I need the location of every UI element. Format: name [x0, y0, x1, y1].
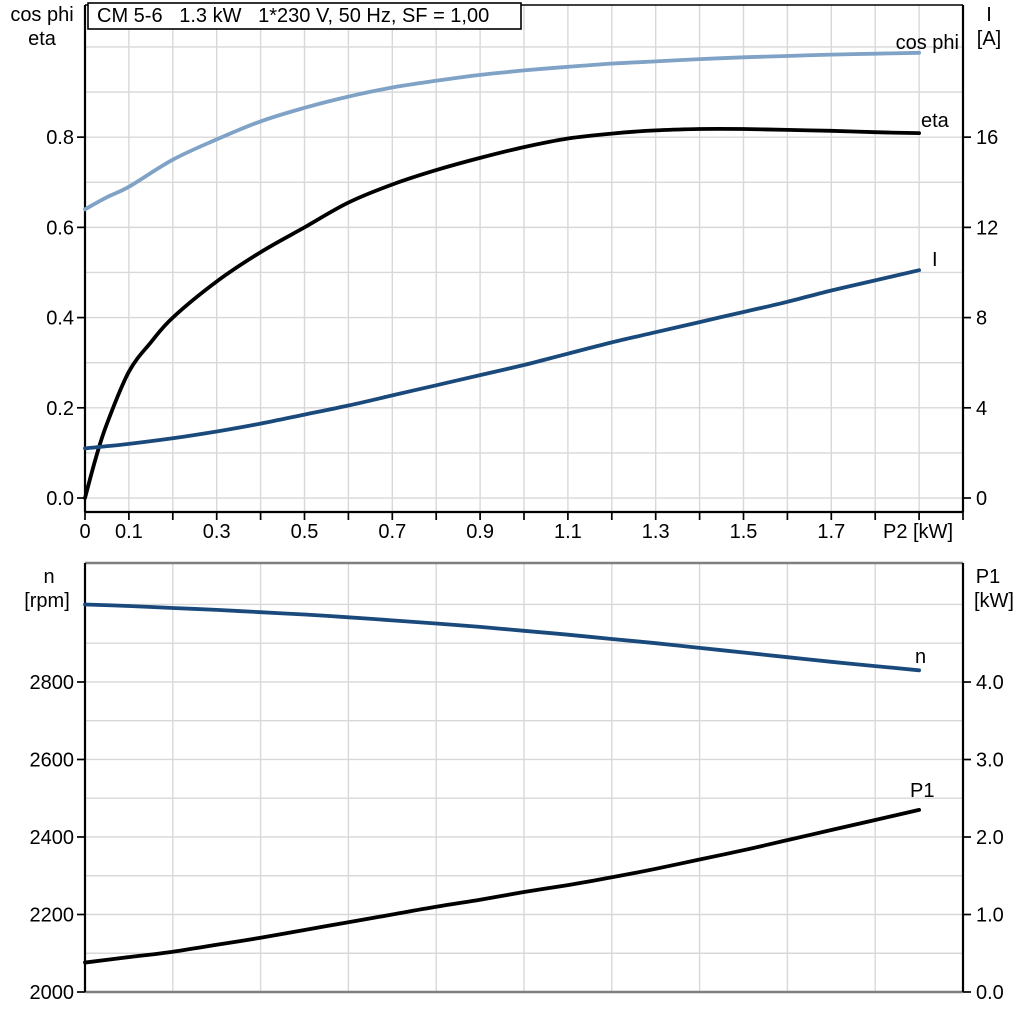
- plot-frame: [83, 561, 965, 994]
- x-tick-label: 0.1: [115, 521, 143, 543]
- x-tick-label: 0.5: [291, 521, 319, 543]
- right-tick-label: 3.0: [976, 750, 1004, 772]
- i-curve: [83, 268, 921, 451]
- chart-title: CM 5-6 1.3 kW 1*230 V, 50 Hz, SF = 1,00: [97, 5, 489, 27]
- right-axis-title: [kW]: [974, 590, 1014, 612]
- right-tick-label: 0: [976, 488, 987, 510]
- right-tick-label: 8: [976, 308, 987, 330]
- n-curve: [83, 602, 921, 673]
- p1-curve-label: P1: [910, 780, 934, 802]
- bottom-chart: 20002200240026002800n[rpm]0.01.02.03.04.…: [24, 561, 1014, 1004]
- left-tick-label: 0.0: [46, 488, 74, 510]
- x-tick-label: 0: [79, 521, 90, 543]
- cos-phi-curve-label: cos phi: [896, 32, 959, 54]
- left-tick-label: 2400: [30, 827, 75, 849]
- x-tick-label: 0.3: [203, 521, 231, 543]
- left-tick-label: 0.2: [46, 398, 74, 420]
- left-axis-title: [rpm]: [24, 590, 70, 612]
- n-curve-label: n: [915, 646, 926, 668]
- gridlines: [85, 5, 963, 512]
- x-tick-label: 1.5: [730, 521, 758, 543]
- x-tick-label: 1.7: [817, 521, 845, 543]
- left-axis: 2000 2200 2400 2600 2800 n[rpm]: [24, 566, 85, 1004]
- chart-title-box: [87, 2, 522, 30]
- cos-phi-curve: [83, 50, 921, 212]
- gridlines: [85, 563, 963, 992]
- right-tick-label: 16: [976, 127, 998, 149]
- right-tick-label: 1.0: [976, 905, 1004, 927]
- left-tick-label: 2800: [30, 672, 75, 694]
- x-tick-label: 1.1: [554, 521, 582, 543]
- left-tick-label: 2200: [30, 904, 75, 926]
- left-axis-title: n: [43, 566, 54, 588]
- x-axis: 0 0.1 0.3 0.5 0.7 0.9 1.1 1.3 1.5 1.7 P2 [kW]: [79, 512, 964, 543]
- right-tick-label: 4.0: [976, 672, 1004, 694]
- x-tick-label: 0.9: [466, 521, 494, 543]
- i-curve-label: I: [932, 249, 938, 271]
- right-axis-title: P1: [976, 566, 1000, 588]
- right-tick-label: 12: [976, 217, 998, 239]
- right-tick-label: 4: [976, 398, 987, 420]
- x-tick-label: 0.7: [378, 521, 406, 543]
- left-tick-label: 2600: [30, 749, 75, 771]
- left-axis-title: cos phi: [10, 4, 73, 26]
- right-tick-label: 2.0: [976, 827, 1004, 849]
- left-tick-label: 0.4: [46, 308, 74, 330]
- left-axis-title: eta: [28, 28, 57, 50]
- right-axis: 0.0 1.0 2.0 3.0 4.0 P1[kW]: [963, 566, 1014, 1004]
- right-axis-title: I: [986, 4, 992, 26]
- eta-curve-label: eta: [921, 110, 950, 132]
- left-tick-label: 0.6: [46, 217, 74, 239]
- eta-curve: [83, 126, 921, 500]
- p1-curve: [83, 808, 921, 965]
- top-chart: 0 0.1 0.3 0.5 0.7 0.9 1.1 1.3 1.5 1.7 P2 [kW]0.00.…: [10, 2, 1001, 543]
- x-axis-title: P2 [kW]: [883, 521, 953, 543]
- right-axis-title: [A]: [977, 28, 1001, 50]
- x-tick-label: 1.3: [642, 521, 670, 543]
- right-tick-label: 0.0: [976, 982, 1004, 1004]
- left-tick-label: 0.8: [46, 127, 74, 149]
- right-axis: 0 4 8 12 16 I[A]: [963, 4, 1001, 510]
- left-tick-label: 2000: [30, 982, 75, 1004]
